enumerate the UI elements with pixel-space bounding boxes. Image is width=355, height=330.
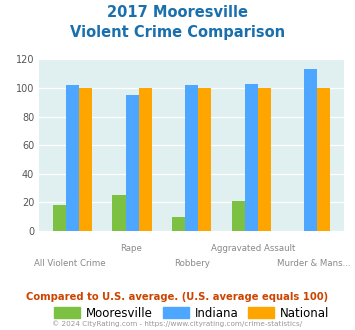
Bar	[172, 217, 185, 231]
Bar	[53, 205, 66, 231]
Text: Rape: Rape	[120, 244, 142, 253]
Bar	[231, 201, 245, 231]
Text: Murder & Mans...: Murder & Mans...	[277, 259, 351, 268]
Bar	[185, 85, 198, 231]
Text: © 2024 CityRating.com - https://www.cityrating.com/crime-statistics/: © 2024 CityRating.com - https://www.city…	[53, 320, 302, 327]
Text: All Violent Crime: All Violent Crime	[34, 259, 105, 268]
Bar	[79, 88, 92, 231]
Bar	[245, 84, 258, 231]
Bar	[198, 88, 211, 231]
Bar	[304, 69, 317, 231]
Bar	[317, 88, 331, 231]
Bar	[126, 95, 139, 231]
Text: 2017 Mooresville: 2017 Mooresville	[107, 5, 248, 20]
Text: Aggravated Assault: Aggravated Assault	[211, 244, 295, 253]
Text: Compared to U.S. average. (U.S. average equals 100): Compared to U.S. average. (U.S. average …	[26, 292, 329, 302]
Text: Robbery: Robbery	[174, 259, 210, 268]
Legend: Mooresville, Indiana, National: Mooresville, Indiana, National	[50, 302, 334, 325]
Bar	[113, 195, 126, 231]
Bar	[139, 88, 152, 231]
Bar	[258, 88, 271, 231]
Text: Violent Crime Comparison: Violent Crime Comparison	[70, 25, 285, 40]
Bar	[66, 85, 79, 231]
